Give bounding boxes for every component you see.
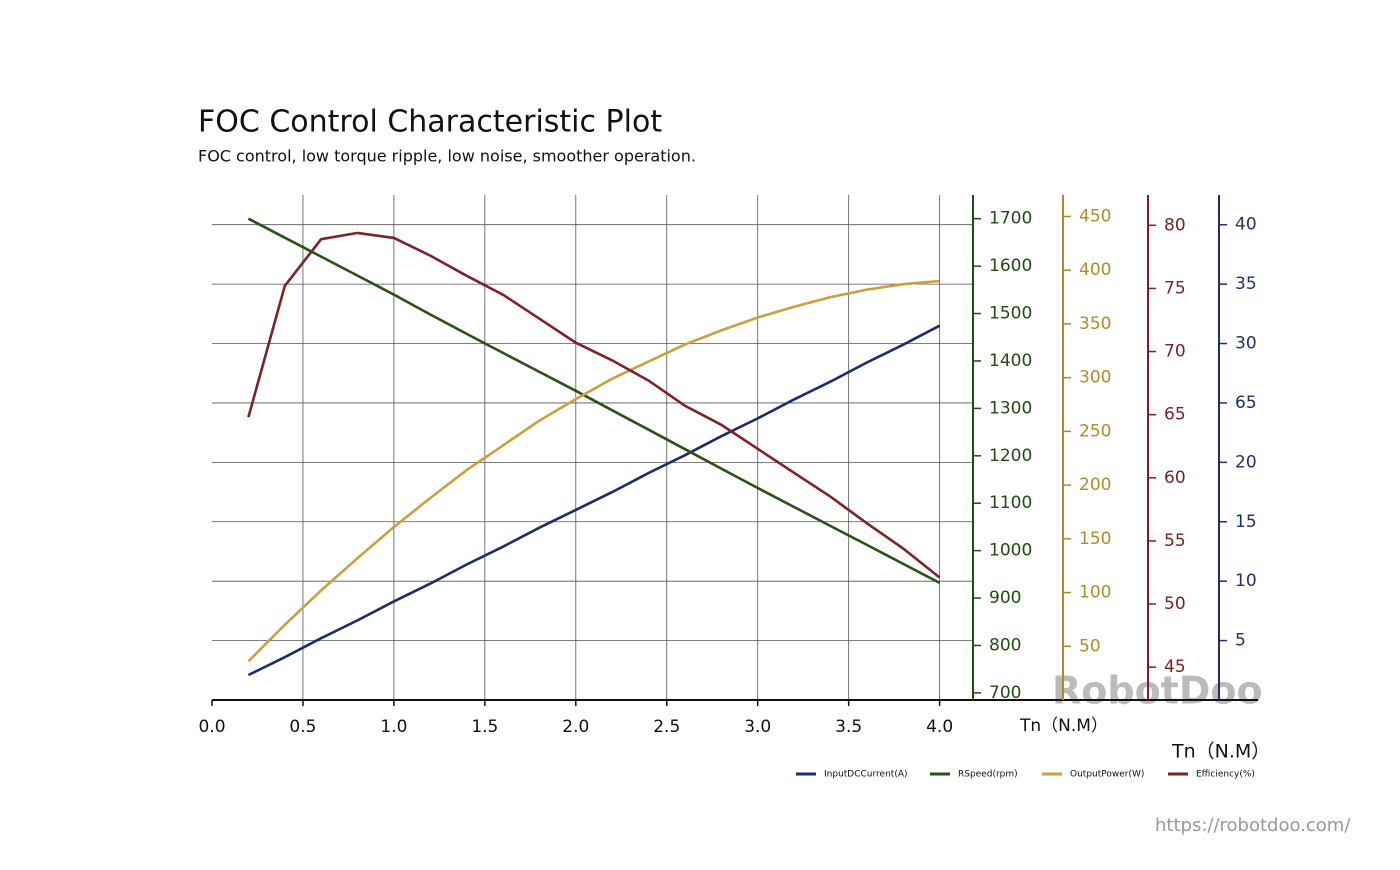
y-tick-label: 65 [1164,405,1186,425]
y-tick-label: 80 [1164,215,1186,235]
annotation: Tn（N.M） [1171,741,1270,763]
x-tick-label: 0.5 [289,717,316,737]
y-tick-label: 700 [989,683,1021,703]
chart-subtitle: FOC control, low torque ripple, low nois… [198,147,696,166]
y-tick-label: 1700 [989,209,1032,229]
x-tick-label: 3.5 [835,717,862,737]
x-tick-label: 2.0 [562,717,589,737]
watermark-url: https://robotdoo.com/ [1155,815,1351,836]
y-tick-label: 40 [1235,215,1257,235]
y-tick-label: 900 [989,588,1021,608]
chart-title: FOC Control Characteristic Plot [198,105,662,140]
legend-label: OutputPower(W) [1070,770,1144,780]
series-line [247,217,941,585]
watermark: RobotDoo [1052,669,1263,713]
y-tick-label: 450 [1079,206,1111,226]
y-tick-label: 65 [1235,393,1257,413]
x-tick-label: 1.0 [380,717,407,737]
y-tick-label: 1600 [989,256,1032,276]
y-tick-label: 800 [989,635,1021,655]
y-tick-label: 200 [1079,475,1111,495]
y-tick-label: 400 [1079,260,1111,280]
y-tick-label: 45 [1164,657,1186,677]
y-tick-label: 250 [1079,421,1111,441]
y-tick-label: 50 [1164,594,1186,614]
y-tick-label: 10 [1235,571,1257,591]
y-tick-label: 1100 [989,493,1032,513]
y-tick-label: 5 [1235,631,1246,651]
y-tick-label: 1300 [989,398,1032,418]
legend-label: InputDCCurrent(A) [824,770,908,780]
y-tick-label: 60 [1164,468,1186,488]
x-tick-label: 3.0 [744,717,771,737]
y-tick-label: 30 [1235,334,1257,354]
x-tick-label: 1.5 [471,717,498,737]
y-tick-label: 1000 [989,541,1032,561]
y-tick-label: 70 [1164,342,1186,362]
legend-label: Efficiency(%) [1196,770,1255,780]
y-tick-label: 20 [1235,452,1257,472]
y-tick-label: 35 [1235,274,1257,294]
x-tick-label: 4.0 [926,717,953,737]
y-tick-label: 100 [1079,583,1111,603]
series-line [247,324,941,677]
legend-label: RSpeed(rpm) [958,770,1018,780]
series-line [247,279,940,663]
x-tick-label: 0.0 [198,717,225,737]
y-tick-label: 150 [1079,529,1111,549]
y-tick-label: 1200 [989,446,1032,466]
x-tick-label: 2.5 [653,717,680,737]
y-tick-label: 1400 [989,351,1032,371]
x-axis-label: Tn（N.M） [1019,716,1108,736]
y-tick-label: 350 [1079,314,1111,334]
y-tick-label: 300 [1079,368,1111,388]
y-tick-label: 75 [1164,278,1186,298]
y-tick-label: 15 [1235,512,1257,532]
series-line [247,231,941,579]
y-tick-label: 55 [1164,531,1186,551]
y-tick-label: 50 [1079,636,1101,656]
y-tick-label: 1500 [989,304,1032,324]
